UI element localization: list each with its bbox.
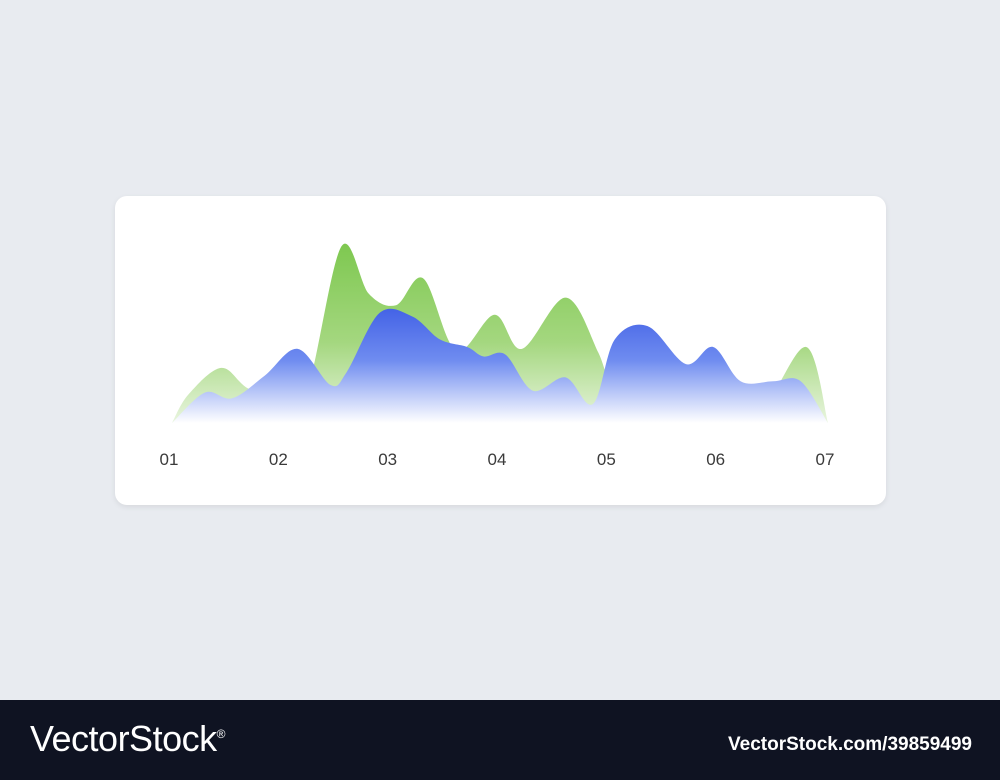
x-tick-label: 03: [378, 450, 397, 469]
x-tick-label: 01: [160, 450, 179, 469]
area-series-green: [172, 243, 828, 423]
area-chart: 01 02 03 04 05 06 07: [160, 243, 835, 469]
watermark-bar: VectorStock® VectorStock.com/39859499: [0, 700, 1000, 780]
vectorstock-logo: VectorStock®: [30, 718, 225, 760]
image-id: VectorStock.com/39859499: [728, 734, 972, 755]
x-tick-label: 07: [816, 450, 835, 469]
x-tick-label: 06: [706, 450, 725, 469]
area-series-blue: [172, 308, 828, 423]
brand-name: VectorStock: [30, 718, 217, 759]
chart-card: 01 02 03 04 05 06 07: [115, 196, 886, 505]
x-tick-label: 05: [597, 450, 616, 469]
x-tick-label: 04: [488, 450, 507, 469]
registered-mark: ®: [216, 727, 226, 741]
x-tick-label: 02: [269, 450, 288, 469]
